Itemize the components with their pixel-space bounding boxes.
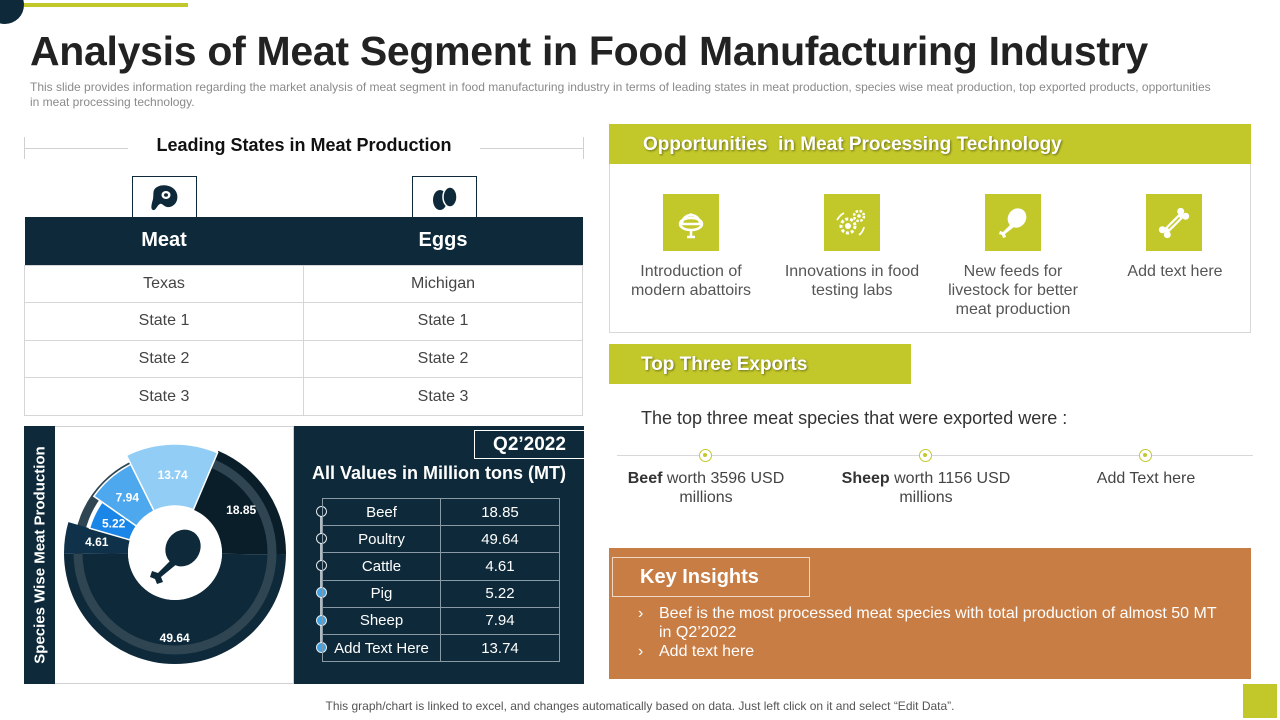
species-values-table: Beef 18.85 Poultry 49.64 Cattle 4.61 Pig 5.2… xyxy=(322,497,560,663)
timeline-marker xyxy=(699,449,712,462)
accent-bar xyxy=(24,3,188,7)
list-item: › Add text here xyxy=(638,642,1228,661)
donut-data-label: 13.74 xyxy=(158,468,188,482)
export-item: Sheep worth 1156 USD millions xyxy=(826,469,1026,507)
exports-intro: The top three meat species that were exp… xyxy=(641,408,1068,428)
species-value: 4.61 xyxy=(440,552,560,581)
table-row: State 2 State 2 xyxy=(24,339,583,379)
table-cell: State 2 xyxy=(24,339,304,379)
table-row: Cattle 4.61 xyxy=(322,552,560,581)
donut-data-label: 7.94 xyxy=(116,491,140,505)
donut-slice-beef[interactable] xyxy=(193,450,286,555)
divider-right xyxy=(480,148,584,149)
table-cell: Texas xyxy=(24,264,304,304)
chicken-leg-icon xyxy=(150,529,201,584)
export-item-name: Beef xyxy=(627,470,663,487)
abattoir-cloche-icon xyxy=(663,194,719,251)
donut-slice-cattle[interactable] xyxy=(64,522,130,554)
donut-data-label: 18.85 xyxy=(226,503,256,517)
species-value: 49.64 xyxy=(440,525,560,554)
opportunity-text: Innovations in food testing labs xyxy=(784,263,920,299)
species-title-strip xyxy=(24,426,55,684)
table-row: Sheep 7.94 xyxy=(322,606,560,635)
opportunity-text: Introduction of modern abattoirs xyxy=(630,263,752,299)
species-name: Poultry xyxy=(322,525,441,554)
table-cell: State 2 xyxy=(303,339,583,379)
table-row: State 3 State 3 xyxy=(24,377,583,416)
species-name: Beef xyxy=(322,497,441,527)
key-insights-panel xyxy=(609,548,1251,679)
table-cell: State 3 xyxy=(303,377,583,416)
timeline-marker xyxy=(919,449,932,462)
divider-left xyxy=(24,148,128,149)
page-title: Analysis of Meat Segment in Food Manufac… xyxy=(30,28,1148,74)
values-title: All Values in Million tons (MT) xyxy=(311,463,566,483)
footer-note: This graph/chart is linked to excel, and… xyxy=(325,699,955,713)
list-item: › Beef is the most processed meat species… xyxy=(638,604,1228,642)
species-value: 7.94 xyxy=(440,606,560,635)
timeline-marker xyxy=(1139,449,1152,462)
key-insights-list: › Beef is the most processed meat species… xyxy=(638,604,1228,661)
column-header-eggs: Eggs xyxy=(303,217,583,265)
opportunity-text: Add text here xyxy=(1127,263,1223,280)
export-item: Add Text here xyxy=(1046,469,1246,488)
eggs-icon xyxy=(412,176,477,218)
species-value: 5.22 xyxy=(440,579,560,608)
species-donut-chart[interactable]: 18.85 49.64 4.61 5.22 7.94 13.74 xyxy=(60,440,290,672)
leading-states-title: Leading States in Meat Production xyxy=(156,135,452,155)
exports-header xyxy=(609,344,911,384)
donut-data-label: 4.61 xyxy=(85,535,109,549)
insight-text: Add text here xyxy=(659,643,755,660)
key-insights-title-frame xyxy=(612,557,810,597)
bullet-marker: › xyxy=(638,605,644,622)
corner-decoration xyxy=(0,0,24,24)
species-name: Add Text Here xyxy=(322,633,441,663)
meat-steak-icon xyxy=(132,176,197,218)
exports-title: Top Three Exports xyxy=(641,354,808,375)
species-name: Cattle xyxy=(322,552,441,581)
table-row: Poultry 49.64 xyxy=(322,525,560,554)
insight-text: Beef is the most processed meat species … xyxy=(659,605,1217,641)
table-cell: State 1 xyxy=(24,302,304,341)
donut-data-label: 5.22 xyxy=(102,517,126,531)
species-value: 18.85 xyxy=(440,497,560,527)
export-item: Beef worth 3596 USD millions xyxy=(606,469,806,507)
chicken-leg-icon xyxy=(985,194,1041,251)
opportunities-panel xyxy=(609,164,1251,333)
legend-connector-line xyxy=(320,511,322,648)
species-name: Sheep xyxy=(322,606,441,635)
table-cell: Michigan xyxy=(303,264,583,304)
bone-icon xyxy=(1146,194,1202,251)
table-row: Beef 18.85 xyxy=(322,497,560,527)
species-name: Pig xyxy=(322,579,441,608)
table-row: Pig 5.22 xyxy=(322,579,560,608)
page-subtitle: This slide provides information regardin… xyxy=(30,80,1211,109)
divider-tick xyxy=(24,137,25,159)
gears-lab-icon xyxy=(824,194,880,251)
export-item-text: worth 1156 USD millions xyxy=(889,470,1011,506)
period-badge: Q2’2022 xyxy=(474,430,584,459)
leading-states-table: Meat Eggs Texas Michigan State 1 State 1… xyxy=(24,217,583,416)
opportunities-header xyxy=(609,124,1251,164)
divider-tick xyxy=(583,137,584,159)
table-cell: State 3 xyxy=(24,377,304,416)
exports-timeline xyxy=(617,455,1253,456)
column-header-meat: Meat xyxy=(24,217,304,265)
table-row: State 1 State 1 xyxy=(24,302,583,341)
opportunity-text: New feeds for livestock for better meat … xyxy=(948,263,1078,318)
opportunities-title: Opportunities in Meat Processing Technol… xyxy=(643,134,1062,155)
table-row: Texas Michigan xyxy=(24,264,583,304)
export-item-text: Add Text here xyxy=(1096,470,1196,487)
species-vertical-title: Species Wise Meat Production xyxy=(31,446,48,664)
key-insights-title: Key Insights xyxy=(640,566,759,588)
table-row: Add Text Here 13.74 xyxy=(322,633,560,663)
species-vertical-title-wrap: Species Wise Meat Production xyxy=(24,426,55,684)
species-value: 13.74 xyxy=(440,633,560,663)
export-item-name: Sheep xyxy=(841,470,890,487)
bullet-marker: › xyxy=(638,643,644,660)
corner-square-decoration xyxy=(1243,684,1277,718)
table-cell: State 1 xyxy=(303,302,583,341)
export-item-text: worth 3596 USD millions xyxy=(662,470,785,506)
donut-data-label: 49.64 xyxy=(160,631,190,645)
